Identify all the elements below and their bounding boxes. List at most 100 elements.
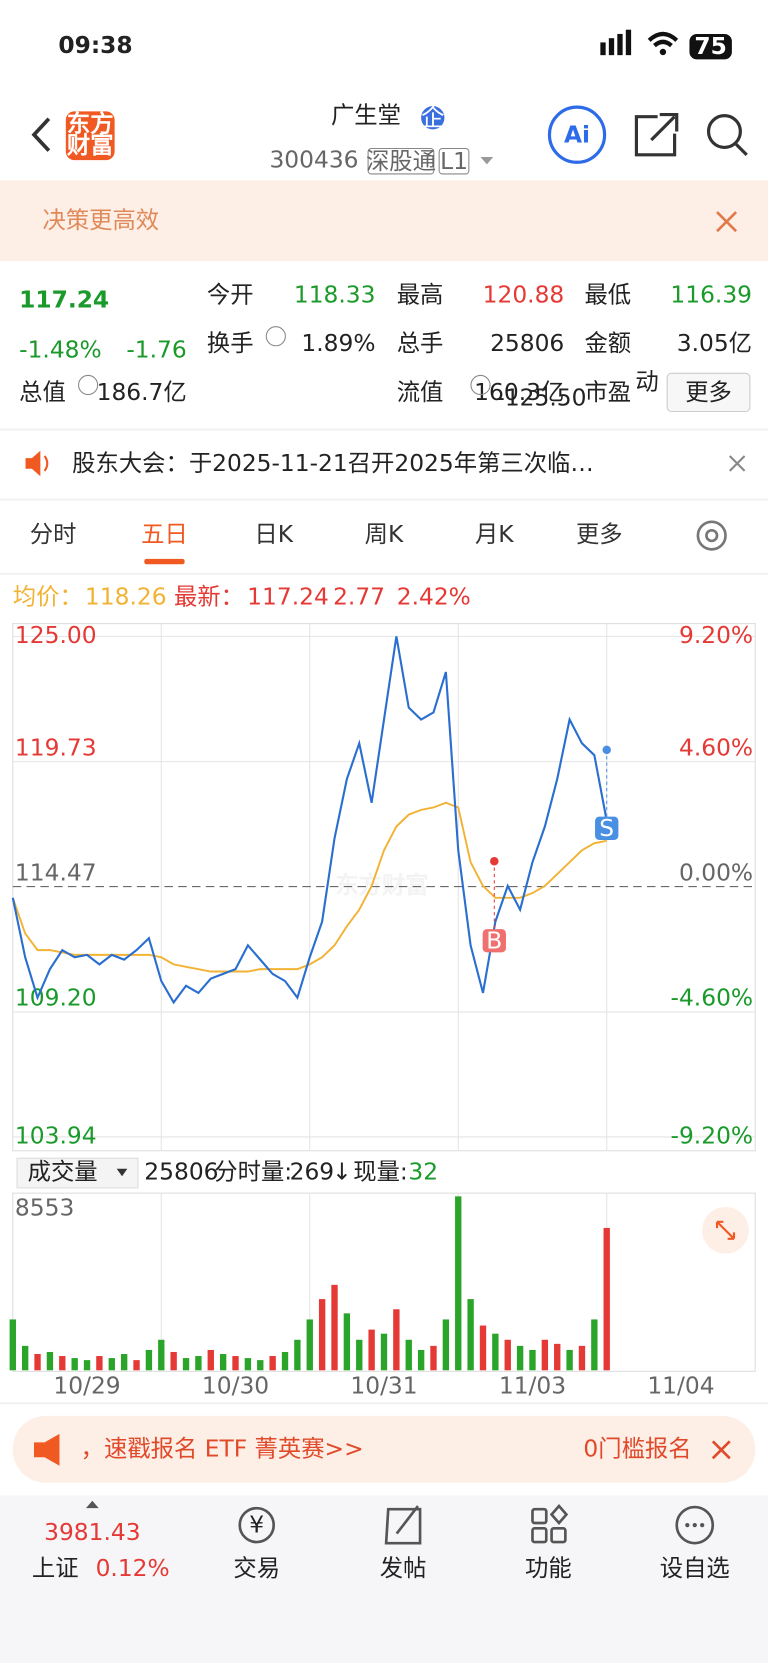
- notice: 股东大会：于2025-11-21召开2025年第三次临…: [72, 449, 594, 477]
- price-line: [11, 636, 608, 1005]
- avg-value: 118.26: [85, 583, 167, 611]
- share[interactable]: [634, 112, 679, 157]
- tab[interactable]: 五日: [141, 520, 188, 548]
- promo[interactable]: [12, 1415, 756, 1483]
- volume-bar: [96, 1356, 103, 1371]
- volume-bar: [257, 1360, 264, 1371]
- volume-bar: [195, 1356, 202, 1371]
- info-icon: [78, 374, 99, 396]
- volume-frame: [12, 1192, 756, 1372]
- volume-total: 25806: [144, 1158, 218, 1186]
- volume-bar: [343, 1313, 351, 1371]
- nav-label[interactable]: 发帖: [380, 1554, 427, 1582]
- minute-volume: 269: [290, 1158, 335, 1186]
- back[interactable]: [31, 117, 51, 152]
- volume-bar: [554, 1343, 561, 1371]
- change: -1.76: [126, 336, 186, 364]
- promo-right: 0门槛报名: [583, 1434, 691, 1462]
- volume-bar: [108, 1358, 115, 1371]
- logo: [65, 111, 115, 161]
- notice-close[interactable]: [729, 455, 746, 472]
- tab[interactable]: 日K: [254, 520, 293, 548]
- field-value: 1.89%: [301, 329, 375, 357]
- y2-tick-label: 4.60%: [679, 733, 753, 761]
- y2-tick-label: -9.20%: [671, 1121, 754, 1149]
- volume-bar: [541, 1339, 549, 1371]
- y-tick-label: 125.00: [15, 621, 97, 649]
- minute-label: 分时量:: [214, 1158, 292, 1186]
- status-time: 09:38: [58, 31, 132, 59]
- sell-marker: [595, 816, 619, 840]
- field-label: 最低: [584, 280, 631, 308]
- arrow: ↓: [332, 1158, 352, 1186]
- volume-bar: [380, 1333, 388, 1371]
- change-pct: -1.48%: [19, 336, 102, 364]
- now-volume: 32: [408, 1158, 438, 1186]
- field-label: 市盈: [584, 378, 631, 406]
- field-sup: 动: [635, 367, 658, 395]
- volume-bar: [120, 1354, 128, 1371]
- stock-name: 广生堂: [331, 101, 401, 129]
- buy-dot: [490, 856, 499, 866]
- latest-value: 117.24: [247, 583, 329, 611]
- field-label: 换手: [207, 329, 254, 357]
- volume-bar: [71, 1358, 78, 1371]
- field-label: 今开: [207, 280, 254, 308]
- volume-bar: [603, 1227, 610, 1371]
- buy-marker: [482, 929, 506, 953]
- volume-bar: [182, 1358, 190, 1371]
- more-button[interactable]: [666, 372, 751, 413]
- volume-tick: 8553: [15, 1194, 74, 1222]
- volume-bar: [405, 1339, 412, 1371]
- volume-bar: [219, 1354, 227, 1371]
- nav-label[interactable]: 功能: [525, 1554, 572, 1582]
- nav-label[interactable]: 设自选: [660, 1554, 730, 1582]
- banner-close[interactable]: [716, 211, 738, 233]
- volume-bar: [46, 1351, 54, 1371]
- field-label: 总值: [19, 378, 66, 406]
- tab[interactable]: 月K: [475, 520, 514, 548]
- ai-button[interactable]: [547, 105, 607, 164]
- tab[interactable]: 周K: [365, 520, 404, 548]
- x-tick-label: 11/04: [647, 1372, 714, 1400]
- more-label: 更多: [685, 378, 732, 406]
- volume-bar: [442, 1319, 450, 1371]
- volume-selector[interactable]: 成交量: [28, 1158, 98, 1186]
- field-value: 120.88: [483, 280, 565, 308]
- sell-label: S: [599, 814, 614, 842]
- price: 117.24: [19, 286, 109, 314]
- y2-tick-label: -4.60%: [671, 984, 754, 1012]
- y-tick-label: 103.94: [15, 1121, 97, 1149]
- field-label: 流值: [397, 378, 444, 406]
- volume-bar: [430, 1345, 437, 1371]
- volume-bar: [516, 1345, 524, 1371]
- search[interactable]: [706, 114, 742, 150]
- y2-tick-label: 9.20%: [679, 621, 753, 649]
- volume-bar: [591, 1319, 598, 1371]
- x-tick-label: 10/30: [202, 1372, 269, 1400]
- svg-text:东方财富: 东方财富: [335, 871, 428, 899]
- volume-bar: [529, 1349, 536, 1371]
- tab[interactable]: 分时: [30, 520, 77, 548]
- volume-bar: [455, 1196, 462, 1371]
- volume-bar: [170, 1351, 177, 1371]
- logo-text: 东方: [67, 110, 114, 138]
- tag: 深股通: [366, 147, 436, 175]
- tab[interactable]: 更多: [576, 520, 623, 548]
- volume-bar: [232, 1356, 239, 1371]
- y-tick-label: 109.20: [15, 984, 97, 1012]
- battery: 75: [694, 32, 726, 60]
- volume-bar: [207, 1349, 214, 1371]
- latest-change: 2.77: [333, 583, 385, 611]
- field-label: 金额: [584, 329, 631, 357]
- now-label: 现量:: [353, 1158, 408, 1186]
- volume-bar: [368, 1329, 375, 1371]
- volume-bar: [145, 1349, 153, 1371]
- sell-dot: [602, 745, 611, 755]
- volume-bar: [393, 1309, 400, 1371]
- volume-bar: [504, 1339, 511, 1371]
- volume-bar: [467, 1299, 474, 1371]
- volume-bar: [59, 1356, 66, 1371]
- nav-label[interactable]: 交易: [233, 1554, 280, 1582]
